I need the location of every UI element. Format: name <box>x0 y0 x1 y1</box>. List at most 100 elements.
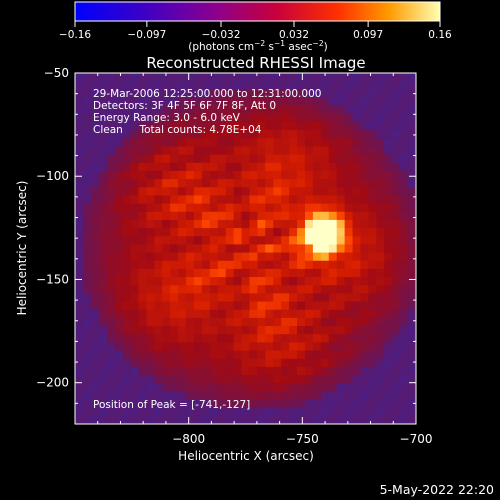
heatmap-cell <box>408 415 416 424</box>
heatmap-cell <box>209 170 219 180</box>
x-tick-label: −750 <box>286 432 319 446</box>
heatmap-cell <box>82 146 92 156</box>
heatmap-cell <box>368 203 377 213</box>
heatmap-cell <box>328 383 338 392</box>
heatmap-cell <box>162 162 171 172</box>
heatmap-cell <box>289 195 298 205</box>
heatmap-cell <box>392 179 401 188</box>
heatmap-cell <box>154 146 163 156</box>
heatmap-cell <box>297 203 306 213</box>
heatmap-cell <box>75 97 84 107</box>
heatmap-cell <box>273 203 282 213</box>
heatmap-cell <box>257 105 266 115</box>
heatmap-cell <box>312 154 322 164</box>
heatmap-cell <box>193 203 203 213</box>
heatmap-cell <box>392 73 401 82</box>
heatmap-cell <box>114 301 124 311</box>
heatmap-cell <box>289 154 298 164</box>
heatmap-cell <box>186 309 195 319</box>
heatmap-cell <box>376 130 385 139</box>
heatmap-cell <box>384 81 393 90</box>
heatmap-cell <box>225 407 235 417</box>
heatmap-cell <box>312 309 322 319</box>
heatmap-cell <box>217 138 227 148</box>
heatmap-cell <box>193 97 203 107</box>
colorbar-ticks: −0.16 −0.097 −0.032 0.032 0.097 0.16 <box>59 21 452 41</box>
heatmap-cell <box>82 170 92 180</box>
heatmap-cell <box>384 277 393 286</box>
heatmap-cell <box>98 219 108 229</box>
heatmap-cell <box>249 366 258 376</box>
heatmap-cell <box>106 89 116 99</box>
heatmap-cell <box>273 277 282 286</box>
heatmap-cell <box>209 415 219 424</box>
heatmap-cell <box>122 195 132 205</box>
heatmap-cell <box>193 277 203 286</box>
heatmap-cell <box>162 415 171 424</box>
heatmap-cell <box>114 105 124 115</box>
heatmap-cell <box>265 105 274 115</box>
heatmap-cell <box>138 293 147 303</box>
heatmap-cell <box>98 342 108 352</box>
heatmap-cell <box>82 317 92 327</box>
heatmap-cell <box>75 285 84 294</box>
heatmap-cell <box>312 228 322 237</box>
heatmap-cell <box>376 252 385 262</box>
heatmap-cell <box>400 334 409 343</box>
heatmap-cell <box>304 334 314 343</box>
heatmap-cell <box>336 334 346 343</box>
heatmap-cell <box>392 138 401 148</box>
heatmap-cell <box>130 358 140 368</box>
heatmap-cell <box>130 366 140 376</box>
heatmap-cell <box>376 244 385 254</box>
heatmap-cell <box>178 342 187 352</box>
heatmap-cell <box>193 342 203 352</box>
heatmap-cell <box>146 89 155 99</box>
heatmap-cell <box>138 350 147 360</box>
image-annotations: 29-Mar-2006 12:25:00.000 to 12:31:00.000… <box>93 88 321 411</box>
heatmap-cell <box>273 285 282 294</box>
heatmap-cell <box>281 73 290 82</box>
heatmap-cell <box>297 399 306 409</box>
heatmap-cell <box>368 179 377 188</box>
heatmap-cell <box>193 219 203 229</box>
heatmap-cell <box>233 358 243 368</box>
heatmap-cell <box>162 130 171 139</box>
heatmap-cell <box>336 113 346 123</box>
heatmap-cell <box>392 203 401 213</box>
heatmap-cell <box>273 252 282 262</box>
heatmap-cell <box>225 170 235 180</box>
heatmap-cell <box>225 203 235 213</box>
heatmap-cell <box>186 89 195 99</box>
heatmap-cell <box>312 236 322 246</box>
heatmap-cell <box>257 146 266 156</box>
heatmap-cell <box>106 285 116 294</box>
heatmap-cell <box>304 342 314 352</box>
heatmap-cell <box>186 301 195 311</box>
heatmap-cell <box>249 219 258 229</box>
heatmap-cell <box>328 228 338 237</box>
heatmap-cell <box>90 179 100 188</box>
heatmap-cell <box>281 219 290 229</box>
heatmap-cell <box>273 211 282 221</box>
heatmap-cell <box>336 187 346 197</box>
heatmap-cell <box>122 228 132 237</box>
heatmap-cell <box>209 301 219 311</box>
heatmap-cell <box>201 130 211 139</box>
heatmap-cell <box>304 81 314 90</box>
heatmap-cell <box>106 130 116 139</box>
heatmap-cell <box>193 415 203 424</box>
heatmap-cell <box>201 366 211 376</box>
heatmap-cell <box>376 187 385 197</box>
x-axis-label: Heliocentric X (arcsec) <box>178 449 314 463</box>
heatmap-cell <box>186 285 195 294</box>
heatmap-cell <box>170 309 179 319</box>
heatmap-cell <box>122 268 132 278</box>
heatmap-cell <box>186 407 195 417</box>
heatmap-cell <box>289 138 298 148</box>
heatmap-cell <box>320 383 330 392</box>
heatmap-cell <box>225 334 235 343</box>
heatmap-cell <box>281 203 290 213</box>
heatmap-cell <box>281 121 290 131</box>
heatmap-cell <box>312 244 322 254</box>
